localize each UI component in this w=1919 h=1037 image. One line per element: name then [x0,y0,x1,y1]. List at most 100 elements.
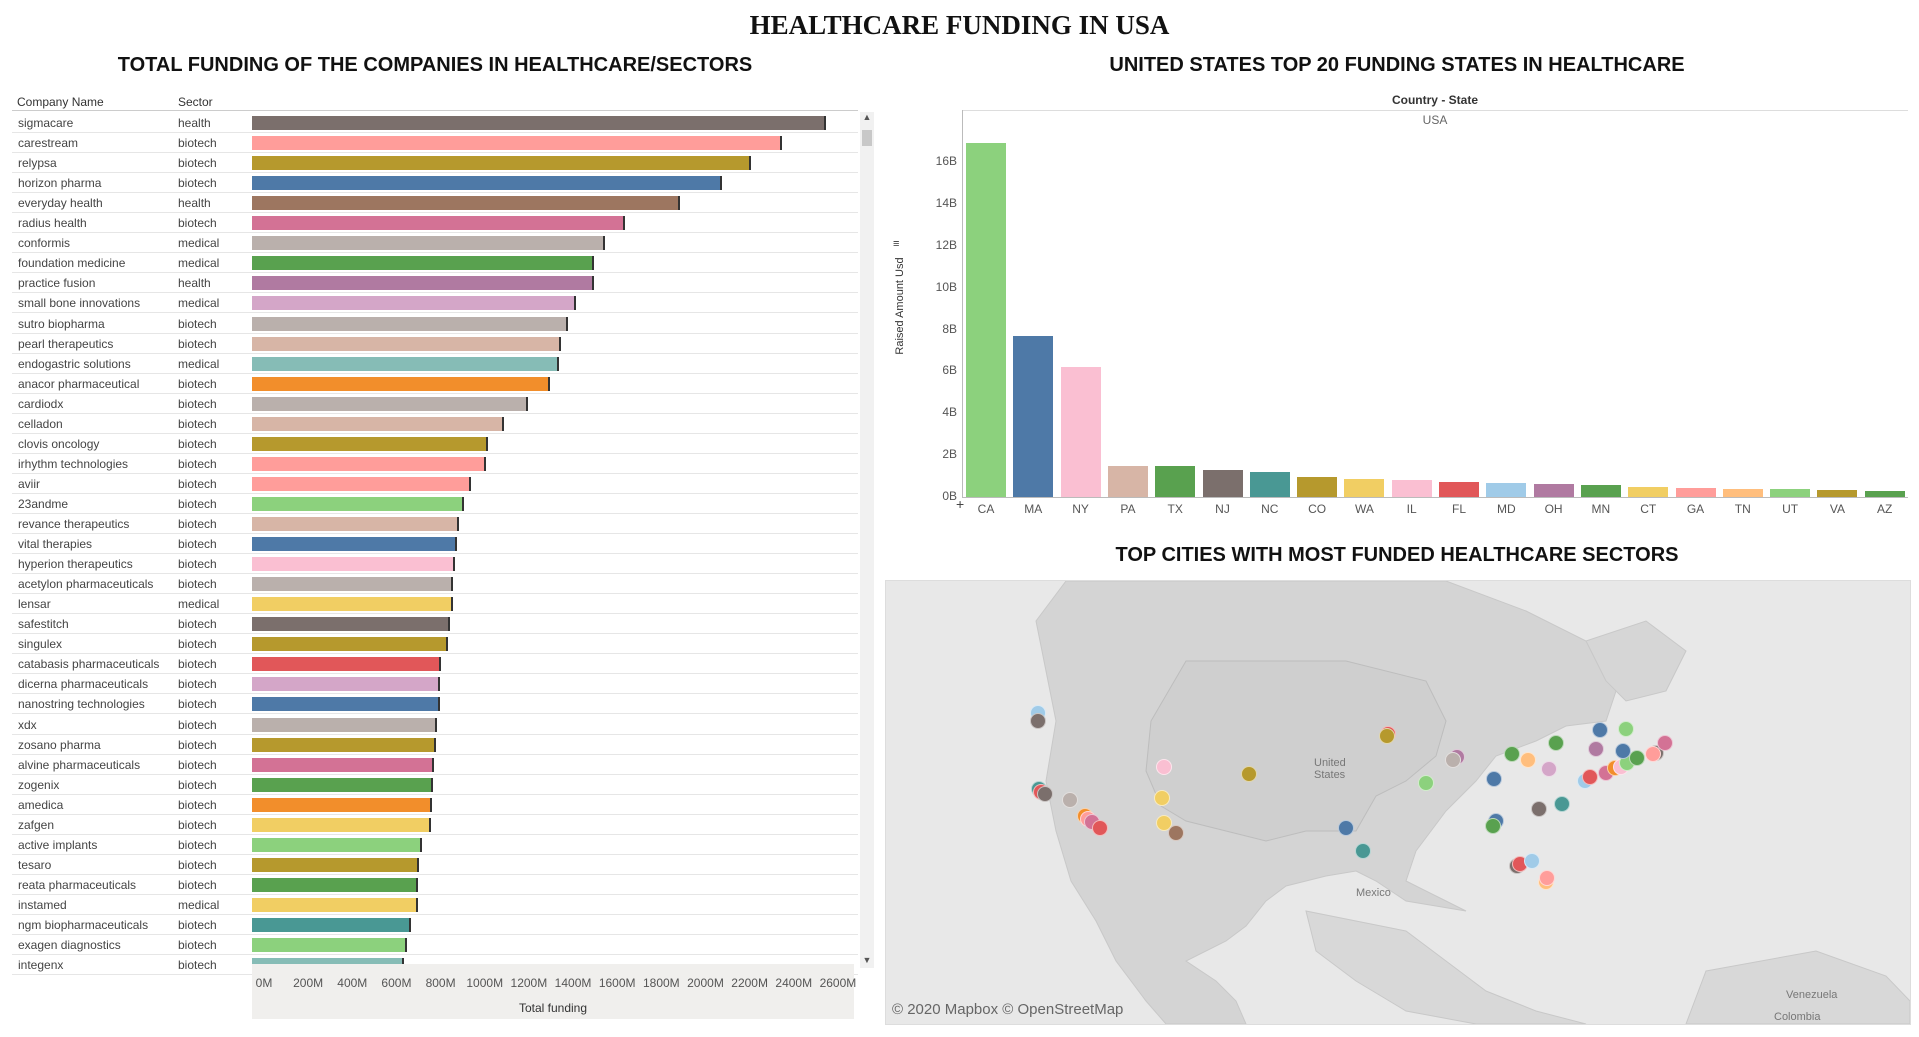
funding-bar[interactable] [252,797,432,812]
sector-name[interactable]: biotech [178,918,217,932]
company-name[interactable]: cardiodx [18,396,64,411]
city-dot[interactable] [1657,735,1674,752]
company-name[interactable]: catabasis pharmaceuticals [18,657,160,672]
company-name[interactable]: sigmacare [18,116,74,130]
company-name[interactable]: zogenix [18,777,60,792]
funding-bar[interactable] [252,557,456,572]
city-dot[interactable] [1504,746,1521,763]
sector-name[interactable]: biotech [178,717,217,732]
state-bar[interactable] [1155,465,1196,497]
company-name[interactable]: sutro biopharma [18,316,105,331]
funding-bar[interactable] [252,196,681,211]
city-dot[interactable] [1520,752,1537,769]
funding-bar[interactable] [252,837,422,852]
company-name[interactable]: relypsa [18,156,57,171]
company-name[interactable]: carestream [18,136,79,151]
state-bar[interactable] [1722,488,1763,497]
scroll-up-arrow[interactable]: ▲ [862,112,872,122]
company-name[interactable]: reata pharmaceuticals [18,877,137,892]
funding-bar[interactable] [252,737,437,752]
sector-name[interactable]: biotech [178,436,217,451]
funding-bar[interactable] [252,817,431,832]
company-name[interactable]: small bone innovations [18,296,141,311]
sector-name[interactable]: biotech [178,176,217,191]
funding-bar[interactable] [252,216,626,231]
city-dot[interactable] [1156,758,1173,775]
funding-bar[interactable] [252,597,453,612]
expand-plus-icon[interactable]: + [956,496,965,512]
company-name[interactable]: alvine pharmaceuticals [18,757,141,772]
company-name[interactable]: nanostring technologies [18,697,145,712]
company-name[interactable]: conformis [18,236,71,251]
funding-bar[interactable] [252,938,407,953]
funding-bar[interactable] [252,396,528,411]
funding-bar[interactable] [252,537,458,552]
city-dot[interactable] [1062,791,1079,808]
sector-name[interactable]: health [178,276,211,291]
company-name[interactable]: 23andme [18,496,69,511]
funding-bar[interactable] [252,617,450,632]
funding-bar[interactable] [252,296,577,311]
state-bar[interactable] [1628,486,1669,497]
city-dot[interactable] [1617,721,1634,738]
state-bar[interactable] [1107,465,1148,497]
company-name[interactable]: anacor pharmaceutical [18,376,140,391]
sector-name[interactable]: biotech [178,496,217,511]
city-dot[interactable] [1240,766,1257,783]
funding-bar[interactable] [252,697,440,712]
company-name[interactable]: lensar [18,597,51,612]
city-dot[interactable] [1037,785,1054,802]
company-name[interactable]: revance therapeutics [18,517,130,531]
sort-icon[interactable]: ≡ [893,238,900,250]
sector-name[interactable]: biotech [178,958,217,973]
company-name[interactable]: aviir [18,476,41,491]
state-bar[interactable] [1249,471,1290,497]
sector-name[interactable]: biotech [178,657,217,672]
funding-bar[interactable] [252,116,826,130]
sector-column-header[interactable]: Sector [178,95,213,109]
funding-bar[interactable] [252,316,568,331]
city-dot[interactable] [1486,770,1503,787]
company-name[interactable]: dicerna pharmaceuticals [18,677,149,692]
sector-name[interactable]: medical [178,256,220,271]
state-bar[interactable] [1486,483,1527,497]
sector-name[interactable]: biotech [178,797,217,812]
funding-bar[interactable] [252,156,751,171]
sector-name[interactable]: biotech [178,557,217,572]
sector-name[interactable]: biotech [178,938,217,953]
funding-bar[interactable] [252,136,782,151]
sector-name[interactable]: biotech [178,517,217,531]
city-dot[interactable] [1540,760,1557,777]
city-dot[interactable] [1168,824,1185,841]
sector-name[interactable]: biotech [178,216,217,231]
sector-name[interactable]: health [178,196,211,211]
company-name[interactable]: amedica [18,797,64,812]
sector-name[interactable]: biotech [178,537,217,552]
funding-bar[interactable] [252,356,559,371]
company-name[interactable]: celladon [18,416,63,431]
company-name[interactable]: singulex [18,637,63,652]
city-dot[interactable] [1156,815,1173,832]
scroll-down-arrow[interactable]: ▼ [862,955,872,965]
sector-name[interactable]: biotech [178,737,217,752]
company-name[interactable]: radius health [18,216,87,231]
funding-bar[interactable] [252,256,595,271]
city-dot[interactable] [1547,735,1564,752]
sector-name[interactable]: biotech [178,857,217,872]
sector-name[interactable]: biotech [178,817,217,832]
city-dot[interactable] [1523,853,1540,870]
company-name[interactable]: foundation medicine [18,256,126,271]
company-name[interactable]: zafgen [18,817,55,832]
state-bar[interactable] [1817,489,1858,497]
city-dot[interactable] [1587,740,1604,757]
funding-bar[interactable] [252,436,489,451]
state-bar[interactable] [1060,367,1101,497]
sector-name[interactable]: biotech [178,416,217,431]
company-name[interactable]: practice fusion [18,276,96,291]
funding-bar[interactable] [252,416,504,431]
funding-bar[interactable] [252,717,438,732]
state-bar[interactable] [1533,484,1574,497]
funding-bar[interactable] [252,777,433,792]
sector-name[interactable]: medical [178,897,220,912]
city-dot[interactable] [1417,774,1434,791]
